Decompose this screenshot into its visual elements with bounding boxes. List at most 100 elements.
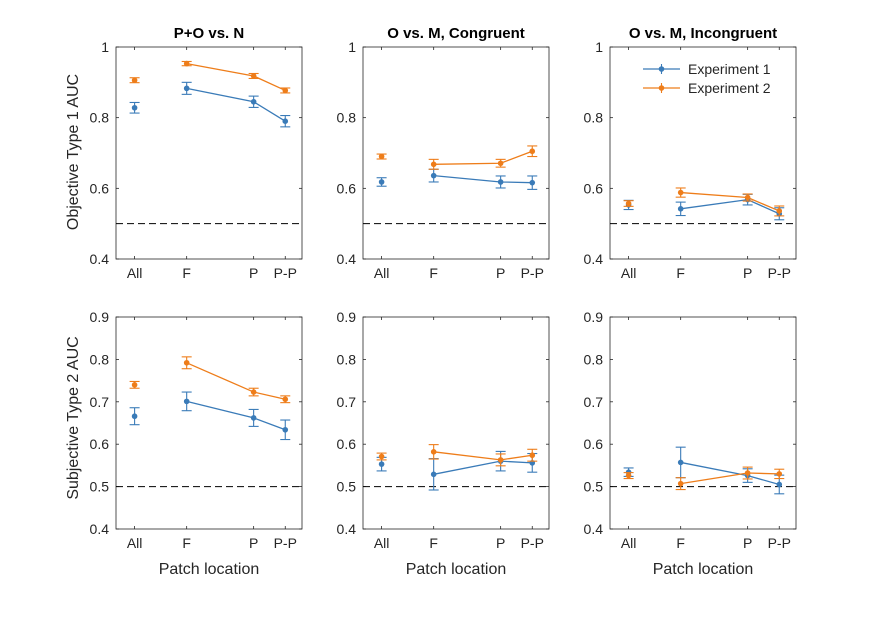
x-tick-label: All: [621, 265, 637, 281]
x-tick-label: P-P: [274, 265, 297, 281]
data-point: [131, 104, 138, 111]
data-point: [378, 461, 385, 467]
data-point: [183, 60, 190, 67]
data-point: [744, 470, 751, 476]
x-axis-label: Patch location: [406, 561, 507, 578]
x-tick-label: F: [676, 265, 685, 281]
axes-box: [609, 316, 797, 530]
y-tick-label: 0.6: [337, 180, 357, 196]
x-tick-label: F: [182, 535, 191, 551]
axes-box: [362, 316, 550, 530]
x-tick-label: F: [429, 535, 438, 551]
x-axis-label: Patch location: [159, 561, 260, 578]
y-tick-label: 0.4: [337, 251, 357, 267]
y-tick-label: 0.7: [584, 394, 604, 410]
data-point: [131, 77, 138, 84]
data-point: [131, 413, 138, 420]
legend-marker: [658, 66, 665, 72]
y-tick-label: 1: [348, 39, 356, 55]
data-point: [529, 452, 536, 459]
data-point: [776, 481, 783, 488]
y-tick-label: 0.5: [337, 479, 357, 495]
y-tick-label: 0.7: [90, 394, 110, 410]
y-tick-label: 0.8: [584, 110, 604, 126]
y-tick-label: 0.8: [90, 351, 110, 367]
y-tick-label: 0.4: [90, 521, 110, 537]
subplot-2: 0.4 0.6 0.8 1 All F P P-P O vs. M, Congruent: [337, 25, 550, 281]
x-tick-label: All: [127, 265, 143, 281]
data-point: [677, 206, 684, 212]
x-tick-label: P: [743, 535, 752, 551]
data-point: [776, 471, 783, 477]
data-point: [497, 160, 504, 167]
series-experiment-2: [623, 466, 785, 491]
axes-box: [115, 46, 303, 260]
axes-box: [609, 46, 797, 260]
data-point: [430, 471, 437, 478]
y-tick-label: 0.6: [90, 436, 110, 452]
subplot-4: 0.4 0.5 0.6 0.7 0.8 0.9 All F P P-P Patch location: [90, 309, 303, 578]
row2-ylabel: Subjective Type 2 AUC: [65, 336, 82, 499]
series-experiment-1: [129, 81, 291, 128]
subplot-3: 0.4 0.6 0.8 1 All F P P-P O vs. M, Incongruent: [584, 25, 797, 281]
y-tick-label: 0.6: [584, 436, 604, 452]
y-tick-label: 0.6: [584, 180, 604, 196]
row1-ylabel: Objective Type 1 AUC: [65, 74, 82, 230]
data-point: [183, 85, 190, 92]
data-point: [677, 480, 684, 487]
legend-entry: Experiment 1: [643, 61, 771, 77]
data-point: [430, 449, 437, 455]
y-tick-label: 0.4: [337, 521, 357, 537]
subplot-title: O vs. M, Congruent: [387, 25, 525, 42]
legend-marker: [658, 85, 665, 91]
series-experiment-2: [129, 356, 291, 404]
series-experiment-1: [376, 168, 538, 190]
y-tick-label: 0.9: [337, 309, 357, 325]
data-point: [776, 208, 783, 214]
data-point: [131, 382, 138, 388]
data-point: [250, 98, 257, 105]
y-tick-label: 0.5: [584, 479, 604, 495]
data-point: [744, 194, 751, 201]
subplot-title: O vs. M, Incongruent: [629, 25, 777, 42]
y-tick-label: 1: [595, 39, 603, 55]
data-point: [625, 472, 632, 479]
data-point: [497, 179, 504, 185]
data-point: [677, 189, 684, 196]
y-tick-label: 0.6: [337, 436, 357, 452]
data-point: [250, 389, 257, 395]
x-tick-label: All: [374, 535, 390, 551]
subplot-title: P+O vs. N: [174, 25, 244, 42]
data-point: [282, 396, 289, 403]
series-experiment-2: [376, 444, 538, 467]
data-point: [282, 87, 289, 94]
x-tick-label: P-P: [768, 265, 791, 281]
subplot-1: 0.4 0.6 0.8 1 All F P P-P P+O vs. N: [90, 25, 303, 281]
legend: Experiment 1 Experiment 2: [643, 61, 771, 96]
y-tick-label: 1: [101, 39, 109, 55]
x-tick-label: P-P: [521, 535, 544, 551]
series-experiment-2: [623, 187, 785, 217]
x-tick-label: P-P: [521, 265, 544, 281]
data-point: [378, 153, 385, 160]
x-tick-label: P: [496, 265, 505, 281]
data-point: [529, 179, 536, 186]
y-tick-label: 0.8: [337, 110, 357, 126]
x-tick-label: P-P: [274, 535, 297, 551]
data-point: [282, 426, 289, 433]
series-experiment-1: [129, 391, 291, 441]
y-tick-label: 0.7: [337, 394, 357, 410]
subplot-5: 0.4 0.5 0.6 0.7 0.8 0.9 All F P P-P Patch location: [337, 309, 550, 578]
y-tick-label: 0.9: [90, 309, 110, 325]
x-tick-label: All: [374, 265, 390, 281]
x-tick-label: P: [249, 265, 258, 281]
x-axis-label: Patch location: [653, 561, 754, 578]
legend-entry: Experiment 2: [643, 80, 771, 96]
x-tick-label: P-P: [768, 535, 791, 551]
series-experiment-2: [129, 60, 291, 94]
x-tick-label: F: [429, 265, 438, 281]
data-point: [430, 172, 437, 179]
subplot-grid: 0.4 0.6 0.8 1 All F P P-P P+O vs. N 0.4 0.6 0.8 1 All…: [90, 25, 797, 578]
series-experiment-2: [376, 145, 538, 170]
data-point: [183, 398, 190, 405]
